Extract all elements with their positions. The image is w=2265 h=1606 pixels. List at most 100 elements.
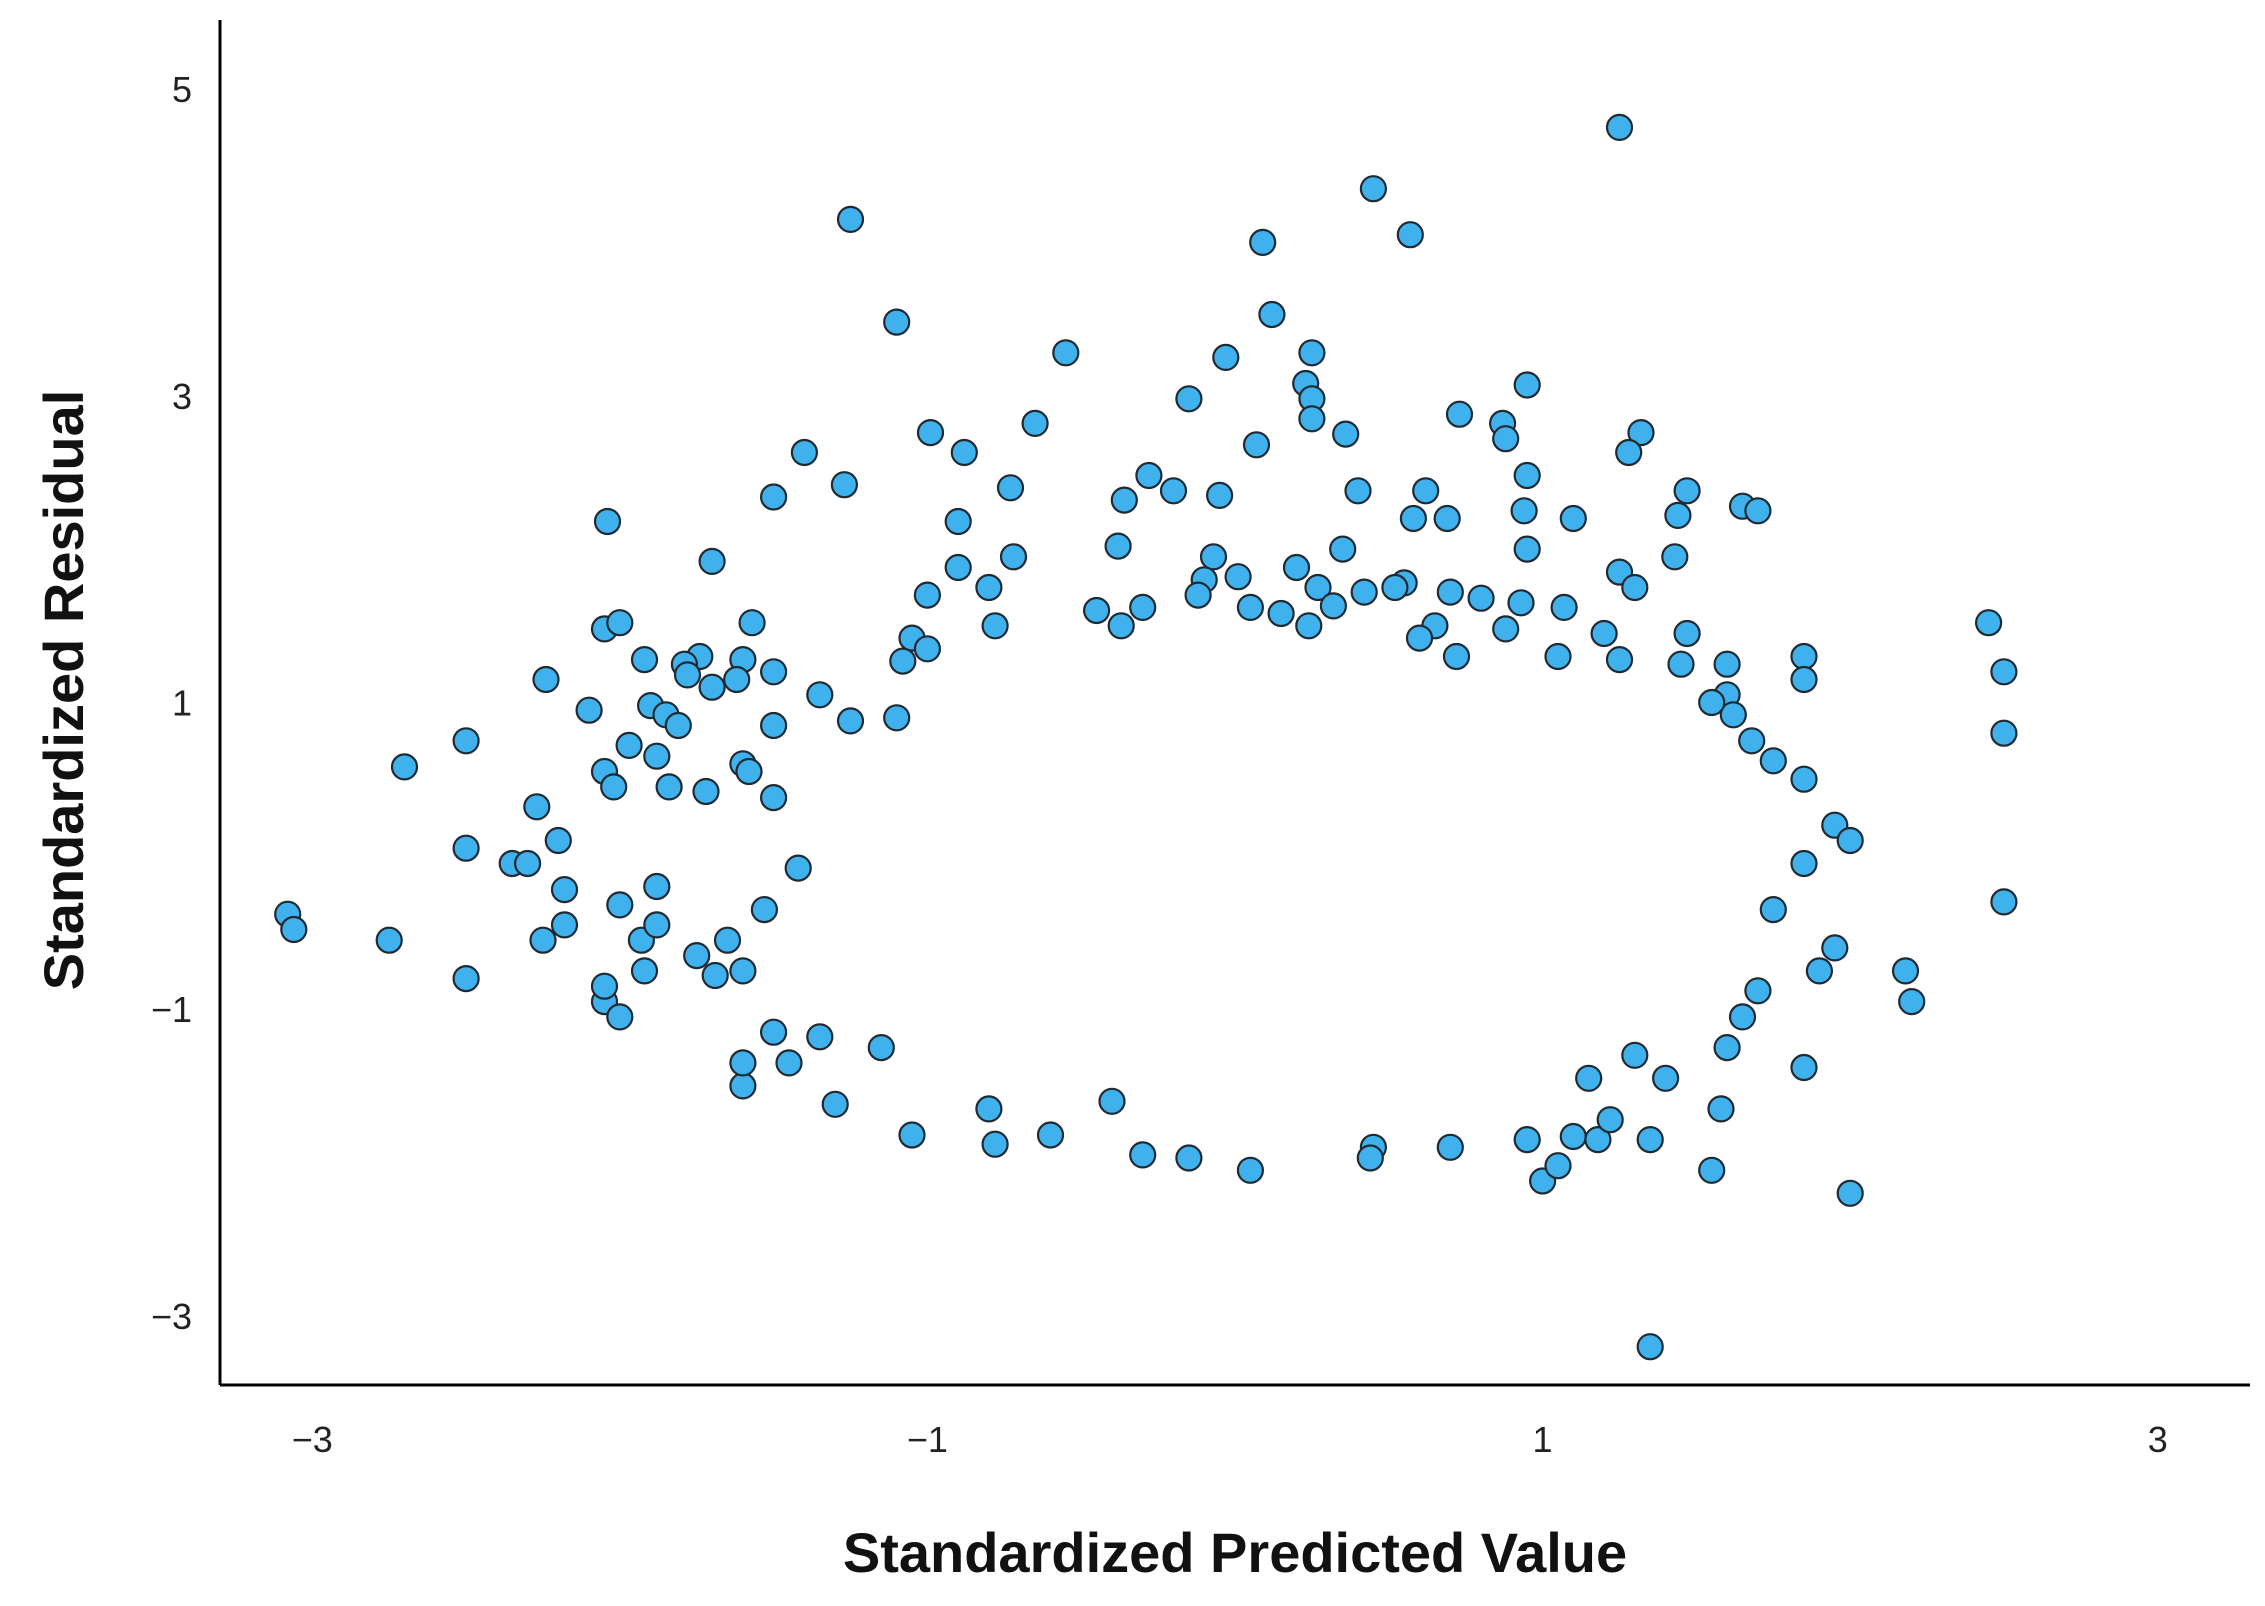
data-point [944,507,972,536]
data-point [1249,228,1277,256]
data-point [750,895,779,924]
data-point [1399,504,1428,533]
data-point [1698,688,1726,717]
data-point [1621,573,1649,602]
data-point [1713,1033,1741,1062]
data-point [1052,339,1080,367]
data-point [1605,113,1634,142]
data-point [775,1049,803,1077]
data-point [996,474,1025,502]
data-point [529,926,557,954]
data-point [759,711,788,740]
data-point [452,727,480,755]
data-point [280,915,308,944]
data-point [452,834,480,862]
data-point [643,872,671,901]
data-point [759,658,788,686]
data-point [898,1121,926,1149]
data-point [1510,497,1538,525]
data-point [735,757,763,786]
data-point [1492,425,1520,453]
data-point [1224,563,1252,591]
data-point [1990,658,2018,686]
data-point [1175,1144,1203,1172]
data-point [550,911,579,939]
data-point [729,957,757,985]
data-point [1990,719,2018,747]
y-tick-label: −3 [151,1296,192,1337]
data-point [1821,934,1849,962]
data-point [1104,532,1132,560]
data-point [1790,642,1818,671]
data-point [1728,1003,1757,1031]
data-point [1713,650,1741,678]
data-point [1698,1156,1726,1184]
x-tick-label: −1 [907,1419,948,1460]
data-point [1836,1179,1864,1207]
data-point [544,826,572,855]
data-points [274,113,2018,1361]
data-point [713,926,742,954]
data-point [390,753,419,781]
data-point [1492,615,1520,643]
data-point [759,1018,788,1046]
data-point [981,612,1009,640]
data-point [1107,612,1135,640]
data-point [913,635,942,663]
data-point [1258,300,1286,329]
x-tick-label: 3 [2148,1419,2168,1460]
data-point [452,964,480,993]
data-point [1199,543,1228,571]
data-point [1836,826,1864,855]
data-point [1790,1053,1818,1082]
data-point [1175,385,1203,413]
data-point [1356,1144,1384,1172]
data-point [1212,343,1240,371]
data-point [1605,645,1634,674]
data-point [1805,957,1834,985]
data-point [606,891,634,919]
data-point [1021,409,1049,437]
data-point [606,609,634,637]
data-point [673,661,702,689]
data-point [1129,593,1157,622]
data-point [950,438,978,467]
data-point [1436,1133,1464,1161]
data-point [1396,221,1424,249]
data-point [821,1090,849,1118]
data-point [550,875,579,904]
data-point [784,854,812,882]
data-point [883,308,911,336]
data-point [1332,420,1360,448]
data-point [1664,501,1692,530]
data-point [1236,593,1265,622]
data-point [1790,765,1818,793]
data-point [1667,650,1695,678]
data-point [1405,624,1434,652]
data-point [1636,1333,1664,1361]
data-point [1129,1141,1157,1169]
data-point [1759,895,1787,924]
data-point [975,573,1003,602]
x-axis-title: Standardized Predicted Value [843,1521,1627,1584]
data-point [1627,419,1655,447]
data-point [738,609,766,637]
data-point [1513,535,1541,563]
data-point [759,783,788,812]
data-point [1304,573,1332,602]
data-point [600,773,628,801]
data-point [1661,543,1689,571]
data-point [1596,1106,1624,1134]
data-point [1098,1087,1126,1115]
data-point [981,1130,1009,1158]
data-point [1329,535,1357,563]
data-point [1621,1041,1649,1069]
data-point [590,972,619,1000]
data-point [999,543,1028,571]
data-point [1319,592,1348,620]
data-point [1159,477,1188,505]
data-point [1590,619,1618,648]
y-tick-labels: −3 −1 1 3 5 [151,69,192,1337]
data-point [1467,584,1495,612]
